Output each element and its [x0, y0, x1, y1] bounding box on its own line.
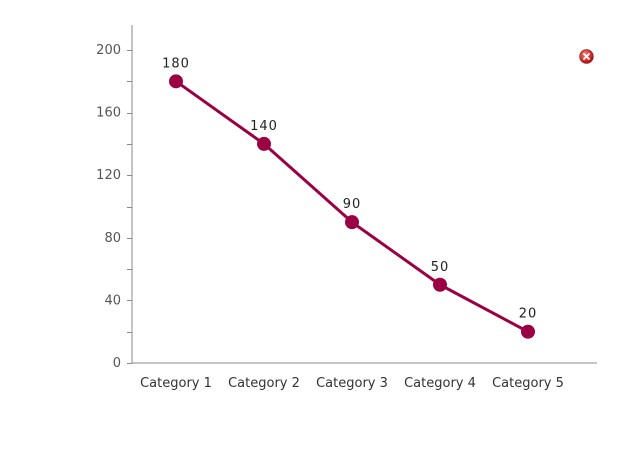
data-label: 50 — [431, 260, 450, 275]
y-tick-label: 160 — [96, 106, 121, 121]
close-button[interactable] — [579, 49, 594, 64]
x-tick-label: Category 4 — [404, 376, 476, 391]
x-tick-label: Category 5 — [492, 376, 564, 391]
data-label: 20 — [519, 307, 538, 322]
data-label: 180 — [162, 56, 190, 71]
close-icon — [579, 49, 594, 64]
data-label: 90 — [343, 197, 362, 212]
axes: 0 40 80 120 160 200 Category 1 Category 2 Catego… — [96, 25, 597, 391]
data-point[interactable] — [521, 324, 535, 339]
y-tick-label: 80 — [104, 231, 121, 246]
data-points — [169, 74, 535, 339]
x-tick-label: Category 2 — [228, 376, 300, 391]
data-point[interactable] — [257, 136, 271, 151]
data-point[interactable] — [345, 215, 359, 230]
data-labels: 180 140 90 50 20 — [162, 56, 538, 322]
data-point[interactable] — [169, 74, 183, 89]
y-tick-label: 0 — [113, 356, 121, 371]
y-tick-label: 120 — [96, 168, 121, 183]
x-tick-label: Category 3 — [316, 376, 388, 391]
data-point[interactable] — [433, 277, 447, 292]
y-tick-label: 200 — [96, 43, 121, 58]
y-tick-label: 40 — [104, 293, 121, 308]
data-label: 140 — [250, 119, 278, 134]
x-tick-label: Category 1 — [140, 376, 212, 391]
